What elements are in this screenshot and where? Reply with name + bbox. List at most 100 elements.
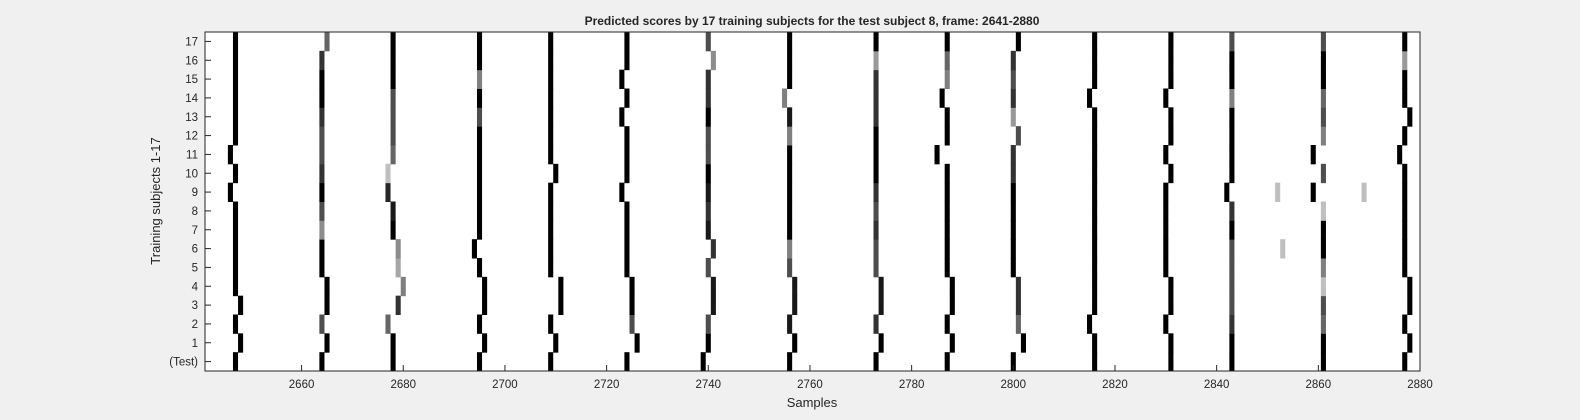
heatmap-cell bbox=[705, 258, 711, 278]
heatmap-cell bbox=[319, 88, 325, 108]
y-tick-label: 10 bbox=[185, 168, 198, 180]
heatmap-cell bbox=[1092, 126, 1098, 146]
heatmap-cell bbox=[705, 201, 711, 221]
y-tick-label: 6 bbox=[192, 244, 198, 256]
heatmap-cell bbox=[1320, 32, 1326, 52]
heatmap-cell bbox=[1402, 69, 1408, 89]
y-tick-label: 4 bbox=[192, 281, 199, 293]
y-tick-label: 2 bbox=[192, 319, 198, 331]
heatmap-cell bbox=[1168, 276, 1174, 297]
heatmap-cell bbox=[1402, 182, 1408, 202]
heatmap-cell bbox=[873, 314, 879, 334]
heatmap-cell bbox=[1010, 50, 1016, 71]
y-tick-label: 5 bbox=[192, 262, 198, 274]
heatmap-cell bbox=[1229, 107, 1235, 127]
heatmap-cell bbox=[873, 50, 879, 71]
heatmap-cell bbox=[873, 201, 879, 221]
heatmap-cell bbox=[476, 201, 483, 221]
heatmap-cell bbox=[944, 107, 950, 127]
heatmap-cell bbox=[624, 32, 630, 52]
heatmap-cell bbox=[944, 352, 950, 372]
heatmap-cell bbox=[390, 145, 396, 165]
heatmap-cell bbox=[1010, 69, 1016, 89]
heatmap-cell bbox=[944, 182, 950, 202]
heatmap-cell bbox=[548, 88, 554, 108]
heatmap-cell bbox=[787, 145, 793, 165]
heatmap-cell bbox=[390, 32, 396, 52]
heatmap-cell bbox=[324, 333, 330, 353]
heatmap-cell bbox=[705, 69, 711, 89]
heatmap-cell bbox=[710, 239, 716, 259]
heatmap-cell bbox=[390, 126, 396, 146]
heatmap-cell bbox=[1310, 182, 1316, 202]
heatmap-cell bbox=[939, 88, 945, 108]
heatmap-cell bbox=[1229, 32, 1235, 52]
heatmap-cell bbox=[787, 32, 793, 52]
heatmap-cell bbox=[619, 182, 625, 202]
y-axis-label: Training subjects 1-17 bbox=[148, 137, 163, 264]
heatmap-cell bbox=[227, 145, 233, 165]
heatmap-cell bbox=[476, 163, 483, 184]
heatmap-cell bbox=[944, 220, 950, 240]
heatmap-cell bbox=[1010, 163, 1016, 184]
y-tick-label: 12 bbox=[185, 131, 198, 143]
heatmap-cell bbox=[629, 314, 635, 334]
heatmap-cell bbox=[1015, 126, 1021, 146]
heatmap-cell bbox=[1402, 50, 1408, 71]
heatmap-cell bbox=[1402, 352, 1408, 372]
heatmap-cell bbox=[476, 220, 483, 240]
heatmap-cell bbox=[548, 314, 554, 334]
heatmap-cell bbox=[1092, 107, 1098, 127]
heatmap-cell bbox=[878, 276, 884, 297]
heatmap-cell bbox=[1010, 145, 1016, 165]
heatmap-cell bbox=[1163, 258, 1169, 278]
heatmap-cell bbox=[624, 126, 630, 146]
heatmap-cell bbox=[1015, 314, 1021, 334]
x-tick-label: 2760 bbox=[797, 379, 823, 391]
heatmap-cell bbox=[558, 295, 564, 315]
heatmap-cell bbox=[792, 295, 798, 315]
heatmap-cell bbox=[710, 276, 716, 297]
heatmap-cell bbox=[1010, 88, 1016, 108]
heatmap-cell bbox=[232, 220, 239, 240]
heatmap-cell bbox=[792, 276, 798, 297]
heatmap-cell bbox=[548, 107, 554, 127]
heatmap-cell bbox=[873, 126, 879, 146]
heatmap-cell bbox=[1320, 239, 1326, 259]
y-tick-label: (Test) bbox=[169, 357, 198, 369]
heatmap-cell bbox=[548, 145, 554, 165]
heatmap-cell bbox=[1168, 50, 1174, 71]
heatmap-cell bbox=[1168, 107, 1174, 127]
heatmap-cell bbox=[1402, 258, 1408, 278]
heatmap-cell bbox=[1092, 220, 1098, 240]
heatmap-cell bbox=[624, 88, 630, 108]
heatmap-cell bbox=[395, 295, 401, 315]
y-tick-label: 8 bbox=[192, 206, 198, 218]
heatmap-cell bbox=[944, 69, 950, 89]
heatmap-cell bbox=[1229, 258, 1235, 278]
heatmap-cell bbox=[319, 182, 325, 202]
heatmap-cell bbox=[873, 32, 879, 52]
heatmap-cell bbox=[619, 69, 625, 89]
heatmap-cell bbox=[232, 258, 239, 278]
heatmap-cell bbox=[1163, 182, 1169, 202]
heatmap-cell bbox=[319, 50, 325, 71]
heatmap-cell bbox=[873, 352, 879, 372]
heatmap-cell bbox=[390, 69, 396, 89]
x-tick-label: 2800 bbox=[1001, 379, 1027, 391]
heatmap-cell bbox=[390, 333, 396, 353]
heatmap-cell bbox=[1087, 88, 1093, 108]
heatmap-cell bbox=[1402, 220, 1408, 240]
x-tick-label: 2780 bbox=[899, 379, 925, 391]
heatmap-cell bbox=[792, 333, 798, 353]
heatmap-cell bbox=[476, 50, 483, 71]
x-tick-label: 2680 bbox=[390, 379, 416, 391]
y-tick-label: 9 bbox=[192, 187, 198, 199]
x-tick-label: 2720 bbox=[594, 379, 620, 391]
heatmap-cell bbox=[944, 201, 950, 221]
heatmap-cell bbox=[700, 352, 706, 372]
x-tick-label: 2660 bbox=[289, 379, 315, 391]
x-axis-ticks: 2660 2680 2700 2720 2740 2760 2780 2800 2820 2840… bbox=[289, 365, 1433, 391]
heatmap-cell bbox=[873, 88, 879, 108]
